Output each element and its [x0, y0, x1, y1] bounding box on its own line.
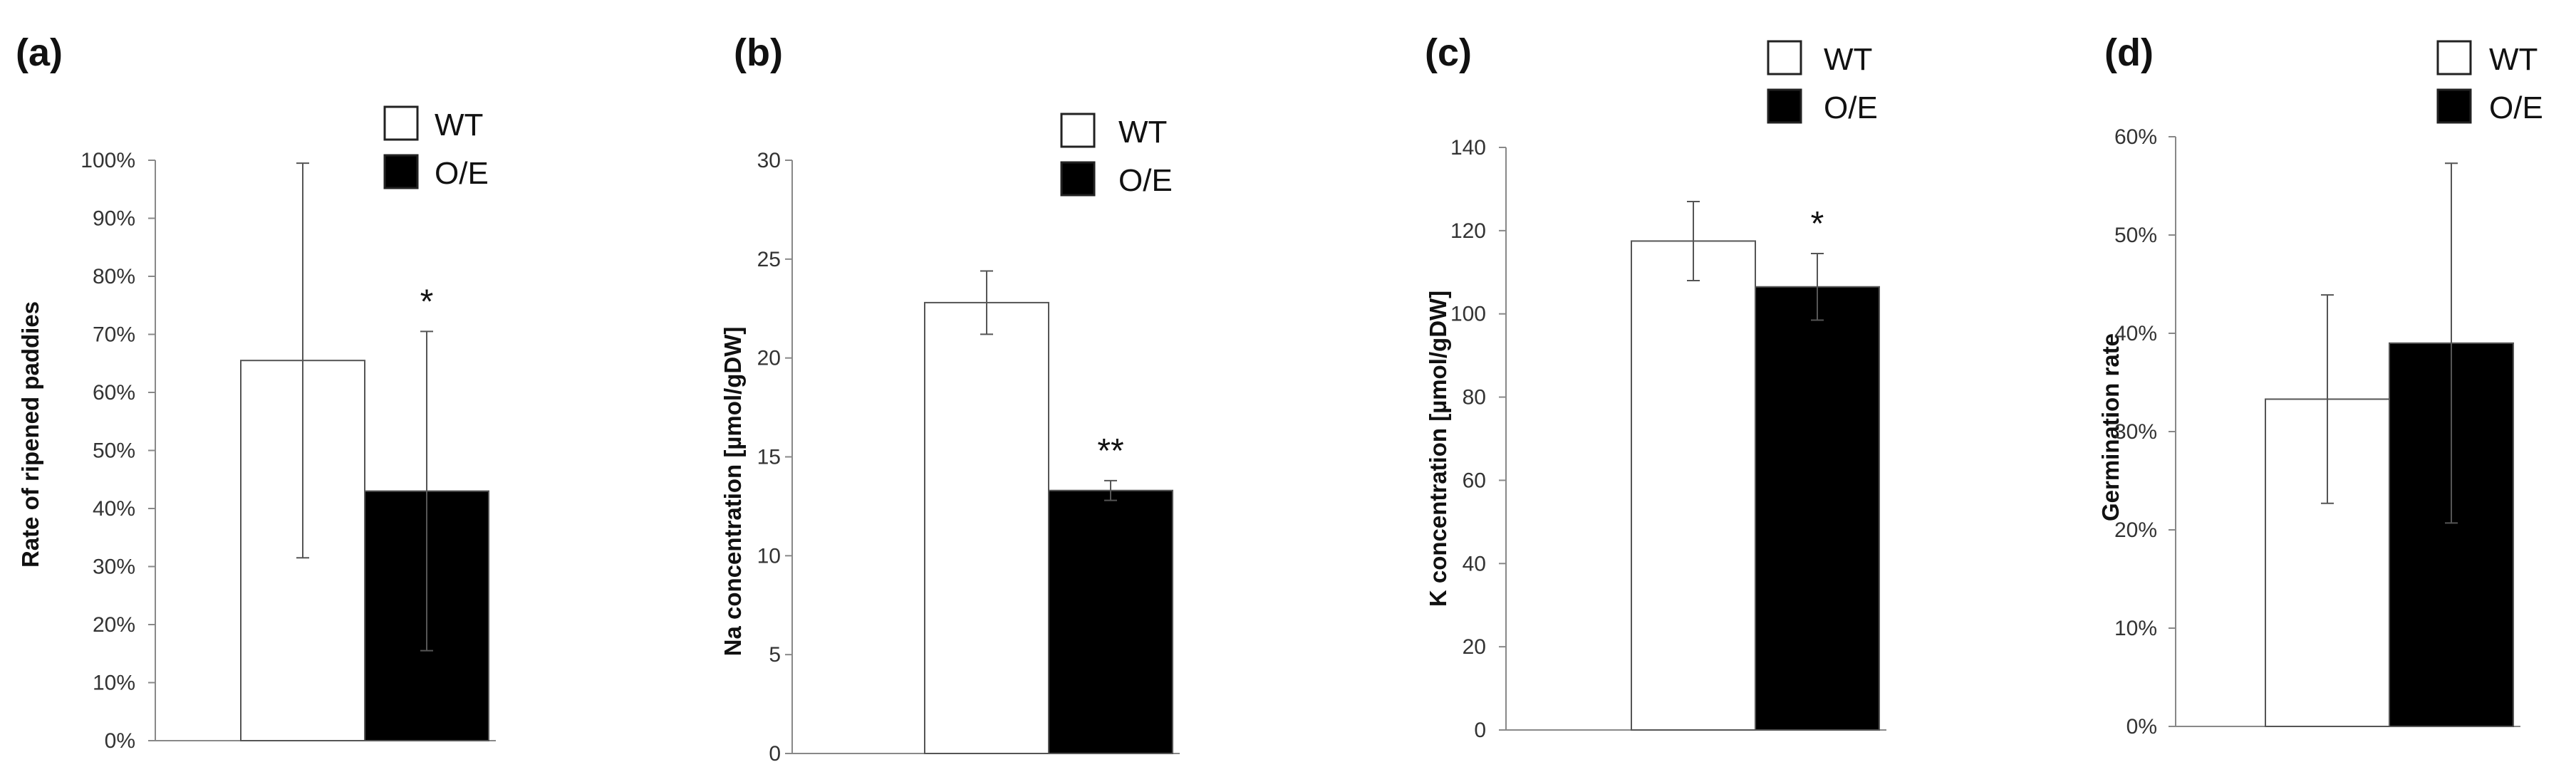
y-tick-label: 60%: [2114, 125, 2157, 149]
legend-label-oe: O/E: [1824, 90, 1878, 125]
chart-panel-d: (d) Germination rate WT O/E 0% 10% 20% 30% 4…: [2073, 0, 2576, 772]
y-tick-label: 80%: [93, 265, 135, 288]
y-axis-label: K concentration [µmol/gDW]: [1425, 291, 1451, 607]
y-tick-label: 120: [1450, 219, 1486, 243]
y-axis-label: Rate of ripened paddies: [17, 301, 43, 568]
legend: WT O/E: [383, 105, 489, 191]
chart-d-svg: (d) Germination rate WT O/E 0% 10% 20% 30% 4…: [2097, 31, 2543, 739]
panel-label: (d): [2104, 31, 2154, 74]
y-tick-label: 10%: [2114, 617, 2157, 640]
y-tick-label: 50%: [93, 439, 135, 463]
y-tick-label: 50%: [2114, 224, 2157, 247]
y-tick-label: 0%: [2126, 715, 2157, 739]
y-tick-label: 20%: [93, 613, 135, 637]
y-tick-label: 140: [1450, 136, 1486, 160]
legend: WT O/E: [2436, 40, 2543, 125]
y-tick-label: 5: [769, 643, 781, 667]
significance-marker: *: [1811, 205, 1824, 243]
chart-panel-a: (a) Rate of ripened paddies WT O/E 0% 10%…: [0, 0, 644, 772]
legend-swatch-wt: [2436, 40, 2472, 75]
y-tick-label: 15: [757, 446, 781, 469]
y-tick-label: 20%: [2114, 518, 2157, 542]
chart-b-svg: (b) Na concentration [µmol/gDW] WT O/E 0…: [720, 31, 1180, 766]
y-tick-label: 80: [1463, 386, 1486, 410]
bar-oe: [1755, 286, 1880, 731]
y-tick-label: 100: [1450, 303, 1486, 326]
legend-swatch-oe: [383, 154, 419, 189]
legend-label-wt: WT: [1824, 42, 1872, 77]
bar-oe: [1048, 489, 1173, 754]
y-tick-label: 90%: [93, 207, 135, 231]
legend-swatch-oe: [1767, 88, 1802, 124]
chart-panel-b: (b) Na concentration [µmol/gDW] WT O/E 0…: [712, 0, 1254, 772]
legend-swatch-wt: [1060, 113, 1096, 148]
y-tick-label: 25: [757, 248, 781, 271]
significance-marker: *: [420, 283, 434, 320]
legend-label-wt: WT: [1118, 115, 1167, 150]
y-tick-label: 0%: [105, 729, 135, 753]
y-tick-label: 30%: [93, 555, 135, 579]
panel-label: (a): [16, 31, 63, 74]
y-axis-label: Na concentration [µmol/gDW]: [720, 327, 746, 657]
y-tick-label: 30: [757, 149, 781, 172]
legend-swatch-oe: [2436, 88, 2472, 124]
y-tick-label: 10: [757, 544, 781, 568]
panel-label: (b): [734, 31, 783, 74]
legend-label-oe: O/E: [435, 156, 489, 191]
legend-label-wt: WT: [2489, 42, 2538, 77]
panel-label: (c): [1425, 31, 1472, 74]
chart-c-svg: (c) K concentration [µmol/gDW] WT O/E 0 2…: [1425, 31, 1886, 742]
y-tick-label: 0: [1474, 719, 1486, 742]
legend-label-oe: O/E: [2489, 90, 2543, 125]
y-tick-label: 30%: [2114, 420, 2157, 444]
chart-a-svg: (a) Rate of ripened paddies WT O/E 0% 10%…: [16, 31, 496, 753]
legend-label-oe: O/E: [1118, 163, 1173, 198]
y-tick-label: 60: [1463, 469, 1486, 492]
y-tick-label: 70%: [93, 323, 135, 347]
y-tick-label: 20: [1463, 635, 1486, 659]
y-axis-label: Germination rate: [2097, 333, 2124, 521]
chart-panel-c: (c) K concentration [µmol/gDW] WT O/E 0 2…: [1418, 0, 1931, 772]
legend-swatch-wt: [383, 105, 419, 141]
bar-wt: [924, 301, 1049, 755]
significance-marker: **: [1097, 432, 1123, 470]
legend-label-wt: WT: [435, 108, 483, 142]
legend: WT O/E: [1767, 40, 1878, 125]
legend-swatch-oe: [1060, 161, 1096, 197]
y-tick-label: 40%: [2114, 322, 2157, 345]
y-tick-label: 100%: [80, 149, 135, 172]
legend: WT O/E: [1060, 113, 1173, 198]
bar-wt: [1631, 240, 1756, 731]
y-tick-label: 0: [769, 742, 781, 766]
y-tick-label: 60%: [93, 381, 135, 405]
legend-swatch-wt: [1767, 40, 1802, 75]
y-tick-label: 40: [1463, 552, 1486, 575]
y-tick-label: 40%: [93, 497, 135, 521]
y-tick-label: 10%: [93, 672, 135, 695]
y-tick-label: 20: [757, 347, 781, 370]
